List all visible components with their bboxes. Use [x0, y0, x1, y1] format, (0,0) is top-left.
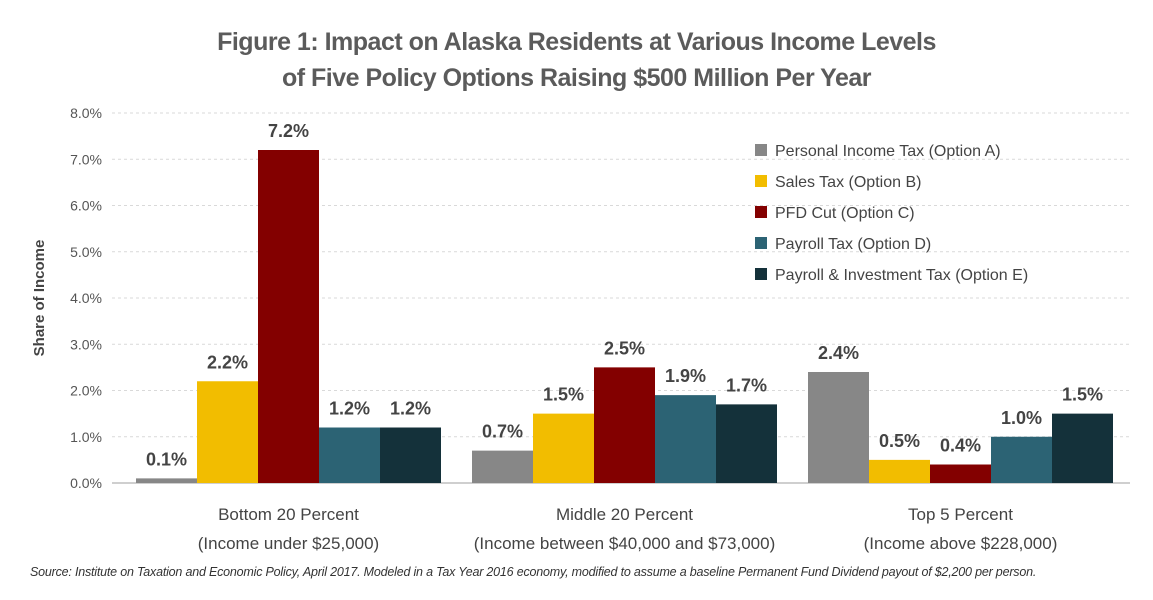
data-label: 1.2% [329, 399, 370, 419]
bar-4-2 [655, 395, 716, 483]
bar-4-3 [991, 436, 1052, 483]
bar-1-1 [136, 478, 197, 483]
data-label: 0.1% [146, 449, 187, 469]
bar-3-1 [258, 150, 319, 483]
legend-swatch [755, 144, 767, 156]
legend-item-label: Sales Tax (Option B) [775, 174, 921, 191]
legend-swatch [755, 268, 767, 280]
source-note: Source: Institute on Taxation and Econom… [30, 565, 1037, 579]
category-sublabel: (Income under $25,000) [198, 534, 379, 553]
y-tick-label: 5.0% [70, 244, 102, 260]
category-sublabel: (Income above $228,000) [864, 534, 1058, 553]
bar-3-3 [930, 464, 991, 483]
y-tick-label: 4.0% [70, 290, 102, 306]
legend-item-label: Personal Income Tax (Option A) [775, 143, 1001, 160]
category-label: Bottom 20 Percent [218, 505, 359, 524]
category-label: Middle 20 Percent [556, 505, 693, 524]
category-sublabel: (Income between $40,000 and $73,000) [474, 534, 776, 553]
data-label: 1.0% [1001, 408, 1042, 428]
chart-title-line2: of Five Policy Options Raising $500 Mill… [281, 64, 872, 92]
bar-2-2 [533, 413, 594, 483]
y-tick-label: 6.0% [70, 198, 102, 214]
y-tick-label: 0.0% [70, 475, 102, 491]
data-label: 7.2% [268, 121, 309, 141]
bar-4-1 [319, 427, 380, 483]
bar-2-1 [197, 381, 258, 483]
y-tick-label: 3.0% [70, 336, 102, 352]
data-label: 1.5% [1062, 385, 1103, 405]
bar-5-2 [716, 404, 777, 483]
chart-title-line1: Figure 1: Impact on Alaska Residents at … [217, 28, 936, 56]
data-label: 2.2% [207, 352, 248, 372]
legend-item-label: PFD Cut (Option C) [775, 205, 915, 222]
data-label: 1.7% [726, 375, 767, 395]
legend-item-label: Payroll & Investment Tax (Option E) [775, 267, 1028, 284]
y-tick-label: 8.0% [70, 105, 102, 121]
legend-swatch [755, 206, 767, 218]
bar-5-1 [380, 427, 441, 483]
bar-3-2 [594, 367, 655, 483]
bar-5-3 [1052, 413, 1113, 483]
y-tick-label: 1.0% [70, 429, 102, 445]
y-axis-title: Share of Income [31, 240, 48, 357]
category-label: Top 5 Percent [908, 505, 1013, 524]
data-label: 1.5% [543, 385, 584, 405]
data-label: 0.4% [940, 436, 981, 456]
bar-1-3 [808, 372, 869, 483]
data-label: 0.7% [482, 422, 523, 442]
data-label: 1.2% [390, 399, 431, 419]
data-label: 0.5% [879, 431, 920, 451]
bar-2-3 [869, 459, 930, 483]
data-label: 1.9% [665, 366, 706, 386]
y-tick-label: 7.0% [70, 151, 102, 167]
y-tick-label: 2.0% [70, 383, 102, 399]
legend-swatch [755, 175, 767, 187]
legend-item-label: Payroll Tax (Option D) [775, 236, 931, 253]
legend-swatch [755, 237, 767, 249]
bar-1-2 [472, 450, 533, 483]
data-label: 2.4% [818, 343, 859, 363]
data-label: 2.5% [604, 338, 645, 358]
